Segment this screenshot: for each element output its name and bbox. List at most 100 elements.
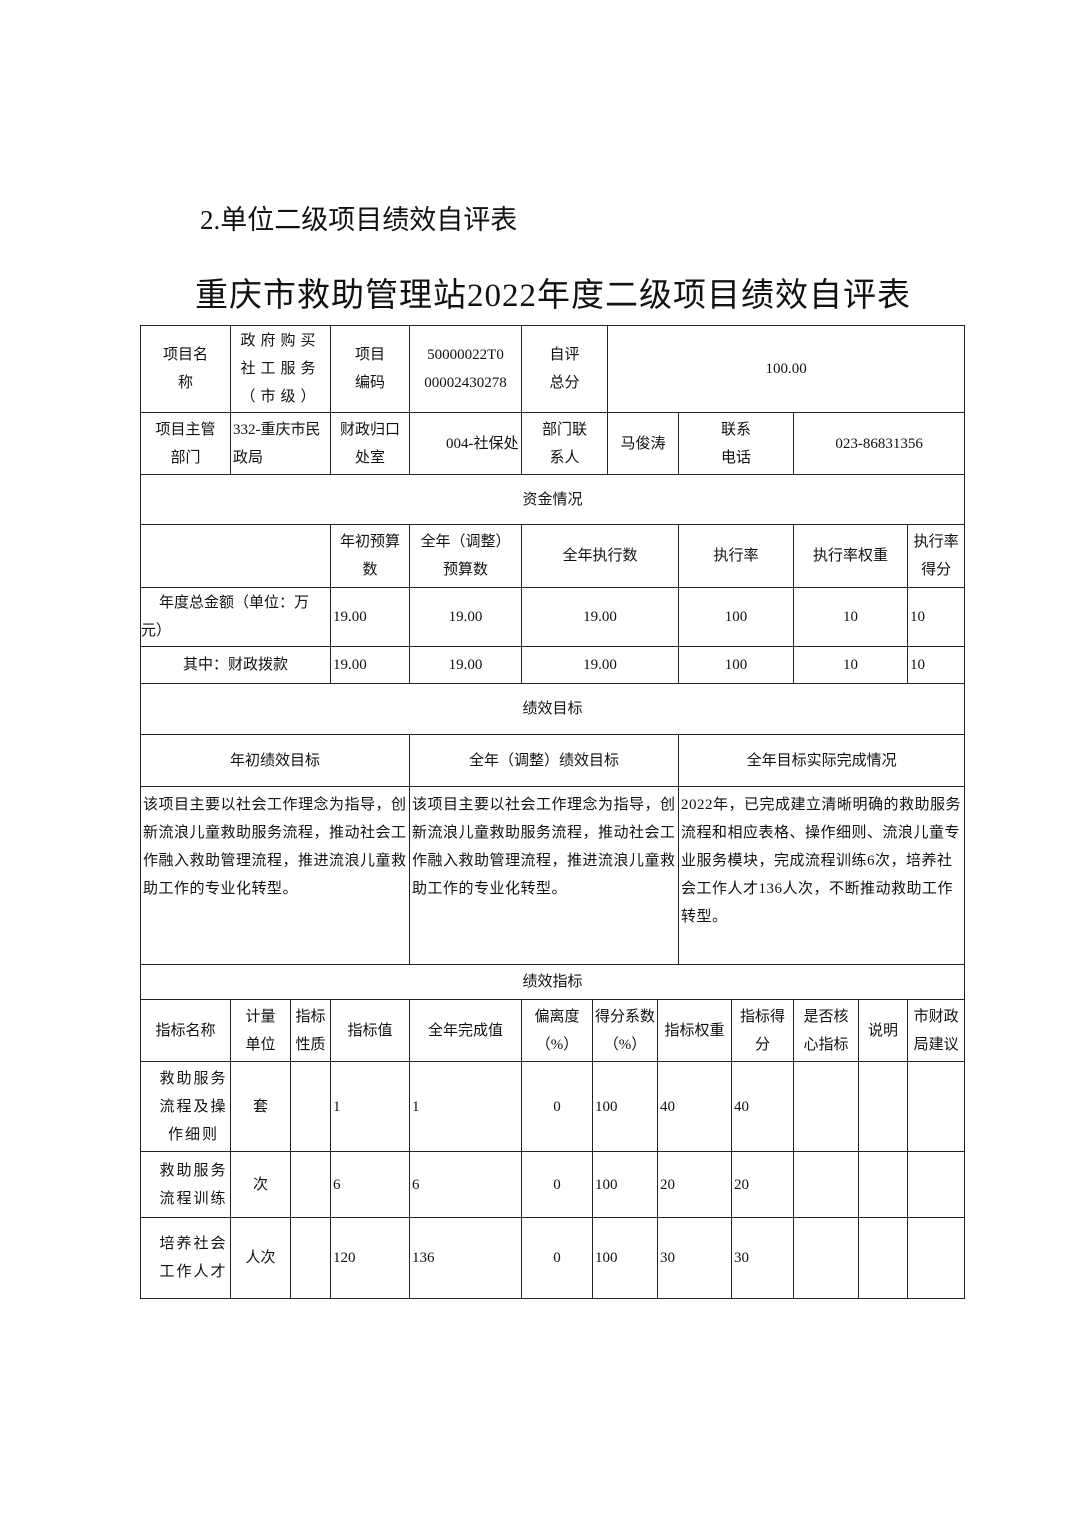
- funds-row: 其中：财政拨款 19.00 19.00 19.00 100 10 10: [139, 646, 966, 684]
- funds-cell: 19.00: [521, 587, 680, 647]
- goal-actual: 2022年，已完成建立清晰明确的救助服务流程和相应表格、操作细则、流浪儿童专业服…: [678, 786, 966, 965]
- indicator-header: 指标性质: [289, 999, 332, 1062]
- evaluation-table: 项目名称 政府购买社工服务（市级） 项目编码 50000022T00000243…: [139, 325, 966, 1299]
- indicator-cell: 1: [409, 1061, 523, 1152]
- indicator-header: 指标得分: [731, 999, 795, 1062]
- indicator-header: 市财政局建议: [907, 999, 966, 1062]
- funds-cell: 19.00: [521, 646, 680, 684]
- funds-header: 执行率权重: [793, 524, 909, 588]
- indicator-cell: 100: [592, 1151, 659, 1218]
- indicator-cell: 100: [592, 1061, 659, 1152]
- indicator-cell: [793, 1151, 860, 1218]
- indicator-cell: [907, 1217, 966, 1299]
- indicator-header: 全年完成值: [409, 999, 523, 1062]
- funds-cell: 100: [678, 587, 795, 647]
- funds-header-row: 年初预算数 全年（调整）预算数 全年执行数 执行率 执行率权重 执行率得分: [139, 524, 966, 588]
- dept-label: 项目主管部门: [140, 412, 231, 475]
- indicator-cell: [907, 1151, 966, 1218]
- indicator-cell: [793, 1217, 860, 1299]
- goal-initial: 该项目主要以社会工作理念为指导，创新流浪儿童救助服务流程，推动社会工作融入救助管…: [139, 786, 411, 965]
- funds-header: [139, 524, 332, 588]
- indicator-header: 指标值: [330, 999, 411, 1062]
- indicator-cell: [858, 1061, 909, 1152]
- funds-header: 年初预算数: [330, 524, 411, 588]
- indicator-cell: [907, 1061, 966, 1152]
- finance: 004-社保处: [409, 412, 523, 475]
- funds-cell: 10: [907, 587, 966, 647]
- indicator-cell: 20: [657, 1151, 733, 1218]
- goals-header: 全年（调整）绩效目标: [409, 734, 680, 787]
- funds-cell: 年度总金额（单位：万元）: [139, 587, 332, 647]
- indicator-cell: 0: [521, 1151, 594, 1218]
- indicator-cell: 100: [592, 1217, 659, 1299]
- indicator-cell: 0: [521, 1217, 594, 1299]
- indicator-cell: 30: [657, 1217, 733, 1299]
- indicator-cell: 救助服务流程训练: [140, 1151, 231, 1218]
- phone: 023-86831356: [793, 412, 966, 475]
- funds-section: 资金情况: [139, 474, 966, 525]
- funds-cell: 19.00: [330, 587, 411, 647]
- indicator-cell: 套: [230, 1061, 291, 1152]
- funds-header: 执行率得分: [907, 524, 966, 588]
- indicators-header-row: 指标名称 计量单位 指标性质 指标值 全年完成值 偏离度（%） 得分系数（%） …: [140, 999, 966, 1062]
- indicator-cell: 人次: [230, 1217, 291, 1299]
- indicator-cell: 0: [521, 1061, 594, 1152]
- contact-label: 部门联系人: [521, 412, 609, 475]
- funds-header: 执行率: [678, 524, 795, 588]
- funds-row: 年度总金额（单位：万元） 19.00 19.00 19.00 100 10 10: [139, 587, 966, 647]
- contact: 马俊涛: [607, 412, 680, 475]
- indicator-cell: 6: [409, 1151, 523, 1218]
- funds-cell: 19.00: [409, 587, 523, 647]
- funds-cell: 19.00: [330, 646, 411, 684]
- project-code: 50000022T000002430278: [409, 325, 523, 413]
- indicator-header: 得分系数（%）: [592, 999, 659, 1062]
- funds-cell: 19.00: [409, 646, 523, 684]
- indicator-header: 说明: [858, 999, 909, 1062]
- indicator-cell: [793, 1061, 860, 1152]
- indicator-cell: 136: [409, 1217, 523, 1299]
- funds-header: 全年（调整）预算数: [409, 524, 523, 588]
- indicator-header: 指标名称: [140, 999, 231, 1062]
- goals-section: 绩效目标: [139, 683, 966, 735]
- project-name: 政府购买社工服务（市级）: [229, 325, 332, 413]
- goals-row: 该项目主要以社会工作理念为指导，创新流浪儿童救助服务流程，推动社会工作融入救助管…: [139, 786, 966, 965]
- indicator-cell: [289, 1151, 332, 1218]
- indicator-cell: 次: [230, 1151, 291, 1218]
- indicator-cell: 救助服务流程及操作细则: [140, 1061, 231, 1152]
- indicator-cell: 40: [731, 1061, 795, 1152]
- phone-label: 联系电话: [678, 412, 795, 475]
- indicator-cell: 1: [330, 1061, 411, 1152]
- score: 100.00: [607, 325, 966, 413]
- goals-header: 年初绩效目标: [139, 734, 411, 787]
- funds-cell: 其中：财政拨款: [139, 646, 332, 684]
- indicator-header: 偏离度（%）: [521, 999, 594, 1062]
- indicator-row: 救助服务流程训练 次 6 6 0 100 20 20: [140, 1151, 966, 1218]
- goals-header-row: 年初绩效目标 全年（调整）绩效目标 全年目标实际完成情况: [139, 734, 966, 787]
- project-code-label: 项目编码: [330, 325, 411, 413]
- indicator-cell: 培养社会工作人才: [140, 1217, 231, 1299]
- funds-header: 全年执行数: [521, 524, 680, 588]
- indicator-row: 救助服务流程及操作细则 套 1 1 0 100 40 40: [140, 1061, 966, 1152]
- project-name-label: 项目名称: [140, 325, 231, 413]
- indicator-cell: [858, 1217, 909, 1299]
- info-row-1: 项目名称 政府购买社工服务（市级） 项目编码 50000022T00000243…: [140, 325, 966, 413]
- funds-cell: 10: [793, 646, 909, 684]
- indicators-section: 绩效指标: [139, 964, 966, 1000]
- section-heading: 2.单位二级项目绩效自评表: [200, 205, 518, 235]
- info-row-2: 项目主管部门 332-重庆市民政局 财政归口处室 004-社保处 部门联系人 马…: [140, 412, 966, 475]
- funds-cell: 10: [907, 646, 966, 684]
- indicator-header: 计量单位: [230, 999, 291, 1062]
- indicator-row: 培养社会工作人才 人次 120 136 0 100 30 30: [140, 1217, 966, 1299]
- indicator-cell: [289, 1061, 332, 1152]
- indicator-cell: 30: [731, 1217, 795, 1299]
- indicator-cell: 120: [330, 1217, 411, 1299]
- funds-cell: 10: [793, 587, 909, 647]
- indicator-header: 指标权重: [657, 999, 733, 1062]
- goal-adjusted: 该项目主要以社会工作理念为指导，创新流浪儿童救助服务流程，推动社会工作融入救助管…: [409, 786, 680, 965]
- funds-cell: 100: [678, 646, 795, 684]
- indicator-header: 是否核心指标: [793, 999, 860, 1062]
- goals-header: 全年目标实际完成情况: [678, 734, 966, 787]
- finance-label: 财政归口处室: [330, 412, 411, 475]
- indicator-cell: 6: [330, 1151, 411, 1218]
- indicator-cell: [289, 1217, 332, 1299]
